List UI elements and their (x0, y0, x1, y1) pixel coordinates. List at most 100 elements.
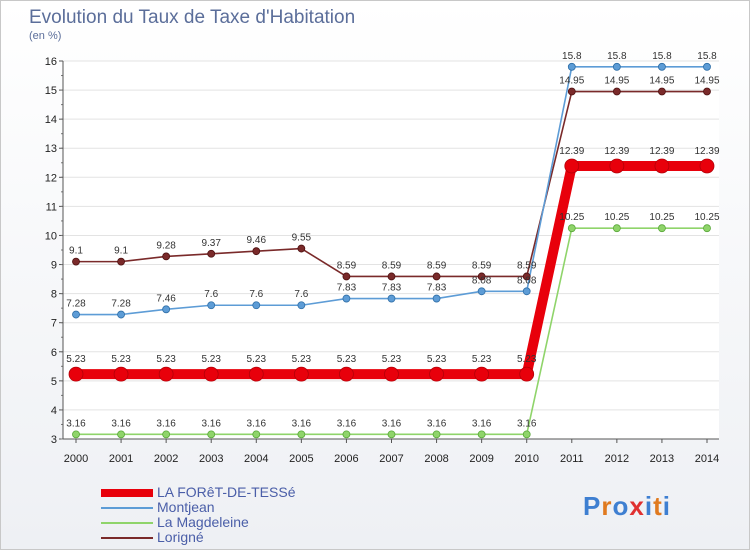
data-label: 3.16 (201, 418, 221, 429)
data-label: 12.39 (604, 146, 629, 157)
y-tick-label: 9 (51, 260, 57, 272)
logo-letter: x (629, 491, 645, 521)
logo-letter: o (612, 491, 630, 521)
data-label: 14.95 (604, 76, 629, 87)
data-point (658, 87, 666, 96)
data-point (658, 224, 666, 233)
chart-unit: (en %) (29, 30, 62, 42)
chart-title: Evolution du Taux de Taxe d'Habitation (29, 7, 356, 28)
data-point (297, 430, 306, 439)
data-label: 5.23 (247, 354, 267, 365)
data-label: 5.23 (156, 354, 176, 365)
data-point (248, 366, 264, 382)
data-point (207, 249, 216, 258)
x-tick-label: 2014 (695, 453, 719, 465)
legend-label: Montjean (157, 499, 215, 515)
data-label: 7.46 (156, 293, 176, 304)
data-label: 5.23 (382, 354, 402, 365)
data-point (207, 301, 216, 310)
data-point (252, 430, 261, 439)
data-label: 5.23 (201, 354, 221, 365)
data-label: 8.59 (427, 260, 447, 271)
data-point (612, 224, 621, 233)
data-point (612, 87, 621, 96)
data-label: 5.23 (111, 354, 131, 365)
logo-letter: r (601, 491, 613, 521)
y-tick-label: 6 (51, 347, 57, 359)
y-tick-label: 7 (51, 318, 57, 330)
data-point (703, 62, 711, 71)
data-point (432, 294, 441, 303)
data-label: 5.23 (292, 354, 312, 365)
data-label: 9.28 (156, 240, 176, 251)
x-tick-label: 2009 (469, 453, 493, 465)
x-tick-label: 2010 (514, 453, 538, 465)
legend-label: LA FORêT-DE-TESSé (157, 484, 296, 500)
data-point (117, 430, 125, 439)
x-tick-label: 2000 (64, 453, 88, 465)
data-point (654, 158, 670, 174)
data-point (432, 430, 441, 439)
data-label: 3.16 (427, 418, 447, 429)
data-label: 9.1 (114, 246, 128, 257)
x-tick-label: 2013 (650, 453, 674, 465)
data-label: 8.59 (382, 260, 402, 271)
legend-label: Lorigné (157, 529, 204, 545)
data-point (113, 366, 129, 382)
data-point (297, 301, 306, 310)
data-point (612, 62, 621, 71)
legend-swatch (101, 507, 153, 509)
data-point (72, 430, 80, 439)
data-point (474, 366, 490, 382)
data-label: 8.08 (517, 275, 537, 286)
data-label: 5.23 (66, 354, 86, 365)
data-label: 8.08 (472, 275, 492, 286)
data-label: 3.16 (382, 418, 402, 429)
data-point (522, 272, 531, 281)
logo-letter: P (583, 491, 602, 521)
data-label: 12.39 (694, 146, 719, 157)
data-label: 7.28 (111, 299, 131, 310)
data-point (564, 158, 580, 174)
data-label: 14.95 (559, 76, 584, 87)
y-tick-label: 13 (45, 143, 57, 155)
data-label: 3.16 (472, 418, 492, 429)
data-point (477, 272, 486, 281)
data-point (293, 366, 309, 382)
data-label: 10.25 (649, 212, 674, 223)
x-tick-label: 2001 (109, 453, 133, 465)
data-label: 10.25 (694, 212, 719, 223)
y-tick-label: 5 (51, 376, 57, 388)
data-label: 7.6 (249, 289, 263, 300)
data-point (117, 257, 125, 266)
data-label: 7.6 (294, 289, 308, 300)
data-point (387, 272, 396, 281)
data-label: 15.8 (652, 51, 672, 62)
data-label: 3.16 (66, 418, 86, 429)
data-label: 8.59 (472, 260, 492, 271)
data-label: 15.8 (562, 51, 582, 62)
data-label: 9.55 (292, 233, 312, 244)
data-label: 15.8 (697, 51, 717, 62)
x-tick-label: 2008 (424, 453, 448, 465)
data-point (429, 366, 444, 382)
data-point (342, 430, 351, 439)
data-label: 8.59 (517, 260, 537, 271)
data-label: 12.39 (649, 146, 674, 157)
data-label: 7.6 (204, 289, 218, 300)
data-label: 7.83 (427, 283, 447, 294)
data-point (72, 257, 80, 266)
legend-swatch (101, 489, 153, 497)
data-label: 3.16 (247, 418, 267, 429)
y-tick-label: 3 (51, 434, 57, 446)
data-label: 12.39 (559, 146, 584, 157)
data-label: 5.23 (517, 354, 537, 365)
x-tick-label: 2007 (379, 453, 403, 465)
x-tick-label: 2003 (199, 453, 223, 465)
data-label: 7.28 (66, 299, 86, 310)
x-tick-label: 2005 (289, 453, 313, 465)
y-tick-label: 4 (51, 405, 57, 417)
data-point (72, 310, 80, 319)
y-tick-label: 14 (45, 114, 57, 126)
